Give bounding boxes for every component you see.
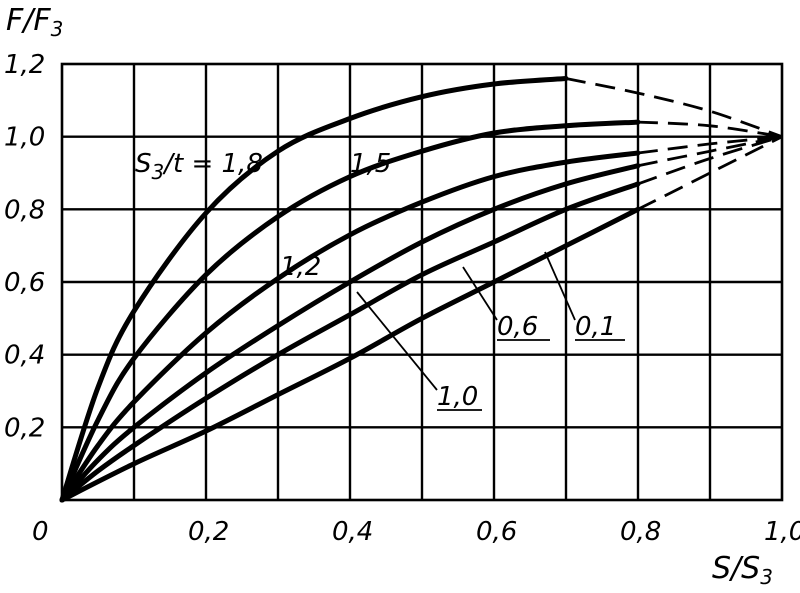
curve-dashed-1-8 [565, 77, 783, 139]
curve-solid-1-0 [59, 163, 641, 503]
curve-dashed-1-0 [637, 135, 783, 168]
curve-dashed-1-2 [637, 135, 783, 155]
x-tick-label: 0,4 [332, 517, 373, 547]
y-tick-label: 1,2 [4, 50, 45, 80]
y-axis-label: F/F3 [6, 3, 63, 41]
curve-solid-1-8 [59, 76, 569, 503]
x-tick-label: 0,8 [620, 517, 661, 547]
x-tick-labels: 0 0,2 0,4 0,6 0,8 1,0 [32, 517, 800, 547]
curve-solid-1-5 [59, 119, 641, 503]
y-tick-label: 0,4 [4, 341, 45, 371]
curve-label-1-2: 1,2 [280, 252, 321, 282]
x-axis-label: S/S3 [712, 551, 773, 589]
curve-solid-0-6 [59, 181, 641, 503]
y-tick-labels: 0,2 0,4 0,6 0,8 1,0 1,2 [4, 50, 45, 443]
leader-line [462, 266, 498, 321]
y-tick-label: 0,8 [4, 195, 45, 225]
x-tick-label: 0,6 [476, 517, 517, 547]
curve-label-0-6: 0,6 [497, 312, 538, 342]
curve-solid-1-2 [59, 150, 641, 503]
plot-frame [60, 62, 784, 502]
curve-solid-0-1 [59, 206, 641, 503]
curves [59, 76, 783, 503]
curve-label-0-1: 0,1 [575, 312, 616, 342]
curve-label-1-5: 1,5 [350, 149, 391, 179]
y-tick-label: 0,2 [4, 413, 45, 443]
curve-labels: 1,5 1,2 1,0 0,6 0,1 [280, 149, 625, 412]
curve-dashed-0-6 [637, 135, 783, 186]
leader-line [356, 291, 438, 391]
x-tick-label: 1,0 [764, 517, 800, 547]
y-tick-label: 0,6 [4, 268, 45, 298]
curve-label-1-0: 1,0 [437, 382, 478, 412]
curve-dashed-0-1 [637, 135, 783, 211]
y-tick-label: 1,0 [4, 123, 45, 153]
curve-dashed-1-5 [637, 120, 783, 139]
x-tick-label: 0 [32, 517, 49, 547]
leader-line [544, 251, 576, 321]
grid-lines [62, 64, 782, 500]
x-tick-label: 0,2 [188, 517, 229, 547]
parameter-label: S3/t = 1,8 [135, 149, 263, 184]
